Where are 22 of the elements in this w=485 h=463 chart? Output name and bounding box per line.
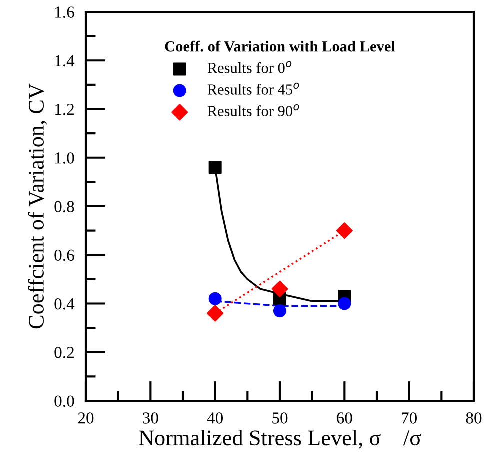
x-tick-label: 50 <box>272 412 288 424</box>
y-tick-label: 0.4 <box>54 298 75 310</box>
x-tick-label: 80 <box>466 412 482 424</box>
y-tick-label: 1.2 <box>56 104 74 116</box>
x-tick-label: 70 <box>402 412 418 424</box>
x-axis-title: Normalized Stress Level, σ /σ <box>139 430 422 449</box>
legend-title: Coeff. of Variation with Load Level <box>165 40 396 52</box>
x-tick-label: 20 <box>78 412 94 424</box>
x-tick-label: 40 <box>207 412 224 424</box>
y-tick-label: 1.4 <box>56 55 75 67</box>
y-tick-label: 1.6 <box>56 6 74 18</box>
legend-label: Results for 0$^{o}$ <box>208 61 292 74</box>
x-tick-label: 30 <box>143 412 158 424</box>
y-tick-label: 0.0 <box>54 396 74 408</box>
legend-label: Results for 45$^{o}$ <box>208 82 300 95</box>
y-tick-label: 0.6 <box>54 250 74 262</box>
legend-label: Results for 90$^{o}$ <box>208 104 300 116</box>
y-axis-title: Coeffcient of Variation, CV <box>28 84 48 329</box>
y-tick-label: 0.8 <box>54 201 74 213</box>
x-tick-label: 60 <box>337 412 352 424</box>
y-tick-label: 0.2 <box>54 347 74 358</box>
y-tick-label: 1.0 <box>56 152 74 164</box>
